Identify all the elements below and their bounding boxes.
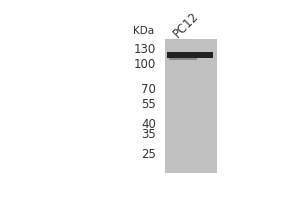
Text: 35: 35 [141,128,156,141]
Text: 25: 25 [141,148,156,161]
Text: KDa: KDa [133,26,154,36]
Bar [167,52,213,58]
Bar [165,39,217,173]
Text: 100: 100 [134,58,156,71]
Text: PC12: PC12 [171,10,202,40]
Text: 55: 55 [141,98,156,111]
Text: 70: 70 [141,83,156,96]
Bar [169,57,197,60]
Text: 130: 130 [134,43,156,56]
Text: 40: 40 [141,118,156,131]
